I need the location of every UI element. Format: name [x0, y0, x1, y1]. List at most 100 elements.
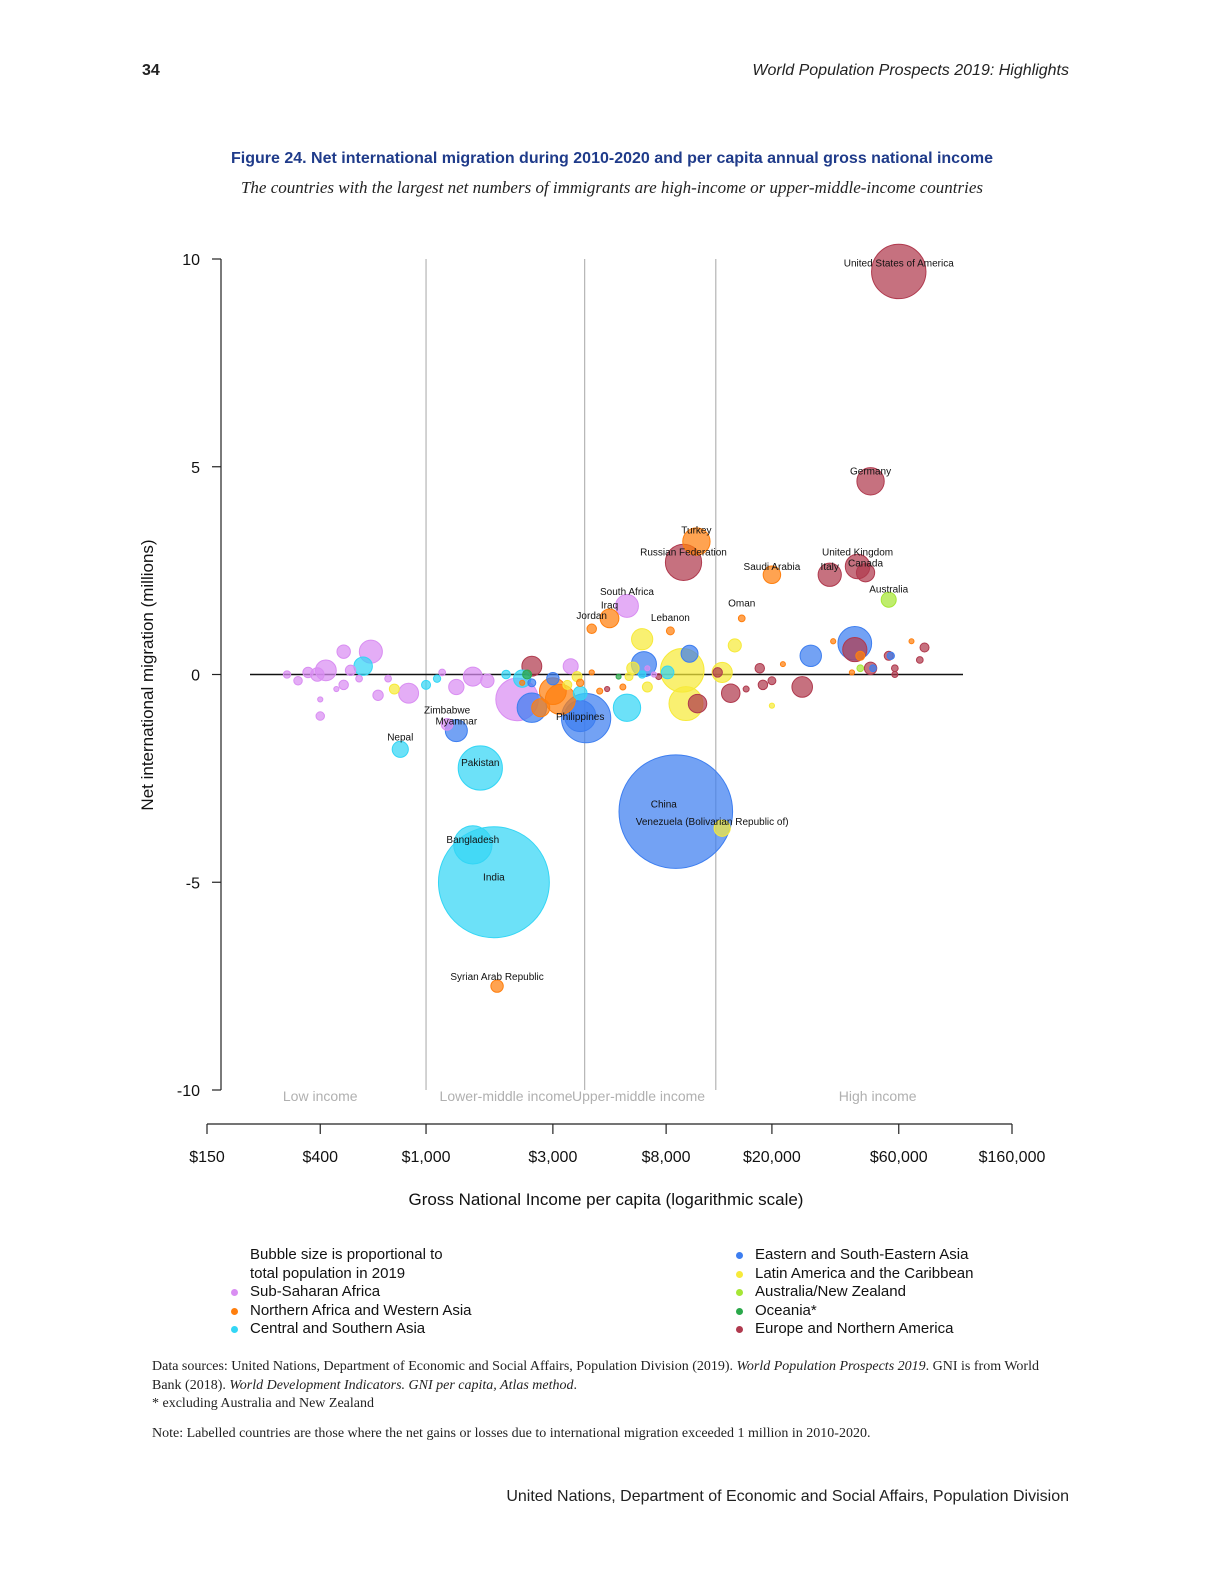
- footnote: * excluding Australia and New Zealand: [152, 1396, 374, 1411]
- data-point: [432, 674, 442, 683]
- data-point: [615, 594, 639, 618]
- legend-item-eastern-southeastern-asia: Eastern and South-Eastern Asia: [735, 1246, 973, 1265]
- country-label: Pakistan: [461, 758, 499, 769]
- data-point: [338, 679, 349, 691]
- data-point: [596, 687, 604, 695]
- legend-marker: [231, 1289, 238, 1296]
- data-point: [762, 565, 782, 585]
- legend-label: Australia/New Zealand: [755, 1283, 906, 1300]
- data-point: [720, 683, 741, 703]
- y-axis-title: Net international migration (millions): [138, 539, 157, 810]
- figure-note: Note: Labelled countries are those where…: [152, 1426, 871, 1441]
- legend-label: Latin America and the Caribbean: [755, 1264, 974, 1282]
- data-point: [817, 562, 842, 587]
- data-point: [317, 696, 324, 703]
- data-point: [599, 608, 620, 629]
- data-point: [448, 678, 465, 696]
- data-point: [742, 685, 750, 693]
- country-label: Bangladesh: [446, 835, 499, 846]
- legend-note-line2: total population in 2019: [250, 1264, 406, 1282]
- page-footer: United Nations, Department of Economic a…: [506, 1488, 1069, 1505]
- data-point: [527, 678, 537, 688]
- legend-marker: [736, 1252, 743, 1259]
- x-axis-title: Gross National Income per capita (logari…: [409, 1190, 804, 1209]
- data-point: [519, 679, 526, 686]
- data-point: [644, 665, 651, 672]
- data-point: [384, 674, 392, 683]
- country-label: Myanmar: [435, 717, 477, 728]
- country-label: Jordan: [576, 611, 607, 622]
- y-tick-label: -5: [186, 875, 200, 892]
- data-point: [562, 658, 579, 675]
- country-label: Zimbabwe: [424, 705, 471, 716]
- income-group-label: Low income: [283, 1088, 358, 1104]
- data-point: [457, 745, 503, 791]
- data-point: [612, 693, 642, 722]
- x-tick-label: $20,000: [743, 1149, 801, 1166]
- data-point: [713, 819, 731, 837]
- legend-item-central-southern-asia: Central and Southern Asia: [230, 1320, 472, 1339]
- country-label: South Africa: [600, 587, 654, 598]
- country-label: Philippines: [556, 712, 604, 723]
- data-point: [398, 682, 420, 704]
- data-point: [388, 683, 400, 695]
- data-point: [880, 591, 897, 608]
- legend-label: Eastern and South-Eastern Asia: [755, 1246, 969, 1263]
- data-point: [665, 626, 675, 636]
- data-point: [572, 685, 588, 701]
- data-point: [336, 644, 351, 659]
- y-tick-label: 0: [191, 668, 200, 685]
- data-point: [546, 671, 560, 686]
- data-point: [856, 664, 865, 673]
- country-label: United States of America: [844, 258, 954, 269]
- legend-label: Oceania*: [755, 1301, 817, 1319]
- income-group-label: High income: [839, 1088, 917, 1104]
- data-point: [604, 685, 611, 693]
- data-point: [586, 623, 597, 635]
- legend-left: Bubble size is proportional to total pop…: [230, 1246, 472, 1339]
- data-point: [333, 685, 340, 693]
- country-label: Iraq: [601, 600, 618, 611]
- income-group-label: Lower-middle income: [440, 1088, 573, 1104]
- legend-item-europe-northern-america: Europe and Northern America: [735, 1320, 973, 1339]
- legend-item-latin-america-caribbean: Latin America and the Caribbean: [735, 1265, 973, 1284]
- data-point: [919, 642, 930, 653]
- data-point: [588, 669, 595, 676]
- data-point: [908, 638, 915, 645]
- country-label: China: [651, 800, 678, 811]
- data-point: [631, 628, 654, 651]
- country-label: Syrian Arab Republic: [450, 972, 543, 983]
- legend-marker: [231, 1326, 238, 1333]
- data-point: [890, 664, 899, 673]
- data-point: [453, 825, 493, 865]
- data-point: [848, 669, 856, 676]
- data-point: [501, 669, 511, 680]
- legend-label: Europe and Northern America: [755, 1320, 954, 1337]
- data-point: [302, 666, 314, 679]
- data-point: [641, 681, 653, 693]
- data-point: [830, 638, 837, 645]
- x-tick-label: $8,000: [642, 1149, 691, 1166]
- legend-right: Eastern and South-Eastern Asia Latin Ame…: [735, 1246, 973, 1339]
- legend-marker: [231, 1307, 238, 1315]
- data-point: [737, 614, 746, 623]
- data-point: [344, 664, 357, 677]
- country-label: Italy: [821, 562, 839, 573]
- data-point: [791, 676, 813, 698]
- legend-marker: [736, 1307, 743, 1315]
- data-point: [687, 693, 708, 714]
- figure-title: Figure 24. Net international migration d…: [231, 150, 993, 167]
- data-point: [886, 651, 895, 660]
- data-point: [575, 678, 585, 687]
- data-point: [391, 740, 409, 758]
- data-point: [619, 683, 627, 691]
- data-point: [754, 663, 765, 674]
- data-point: [438, 668, 447, 677]
- legend-note-line1: Bubble size is proportional to: [250, 1246, 443, 1263]
- y-tick-label: 10: [182, 252, 200, 269]
- legend-item-australia-new-zealand: Australia/New Zealand: [735, 1283, 973, 1302]
- data-point: [293, 675, 303, 686]
- bubble-chart: 10 5 0 -5 -10 Net international migration (mi…: [138, 243, 1045, 1209]
- country-label: United Kingdom: [822, 547, 893, 558]
- sources-text: Data sources: United Nations, Department…: [152, 1359, 1039, 1393]
